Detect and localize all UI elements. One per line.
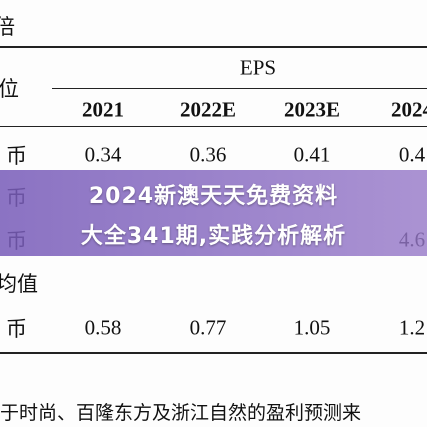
row-label: 均值: [0, 272, 38, 296]
column-header: 2022E: [179, 97, 237, 122]
footnote: 于时尚、百隆东方及浙江自然的盈利预测来: [0, 402, 362, 424]
row-label: 币: [6, 317, 27, 341]
banner: 2024新澳天天免费资料 大全341期,实践分析解析: [0, 170, 427, 256]
column-header: 2023E: [283, 97, 341, 122]
cell: 0.58: [84, 315, 122, 340]
rule: [0, 352, 427, 354]
cell: 0.77: [189, 315, 227, 340]
banner-line: 大全341期,实践分析解析: [80, 224, 347, 249]
unit-label: 位: [0, 77, 19, 101]
rule: [52, 88, 427, 89]
rule: [0, 126, 427, 127]
column-header: 2024: [391, 97, 427, 122]
cell: 1.2: [398, 315, 426, 340]
row-label: 币: [6, 144, 27, 168]
cell: 0.4: [398, 142, 426, 167]
cell: 0.34: [84, 142, 122, 167]
rule: [0, 46, 427, 48]
title: 倍: [0, 15, 15, 39]
column-header: 2021: [82, 97, 124, 122]
cell: 0.41: [293, 142, 331, 167]
cell: 1.05: [293, 315, 331, 340]
cell: 0.36: [189, 142, 227, 167]
banner-line: 2024新澳天天免费资料: [88, 184, 339, 209]
group-header: EPS: [239, 55, 277, 80]
